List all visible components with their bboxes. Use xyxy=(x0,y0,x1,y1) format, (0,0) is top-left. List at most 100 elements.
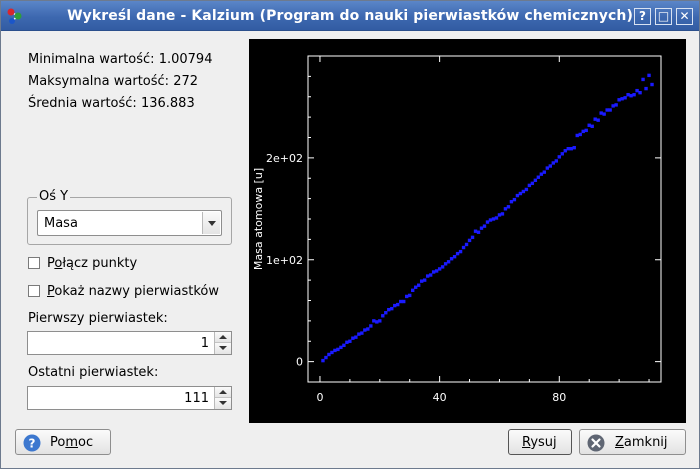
data-point xyxy=(590,124,594,128)
data-point xyxy=(626,93,630,97)
y-tick-label: 2e+02 xyxy=(266,152,303,165)
data-point xyxy=(581,129,585,134)
first-element-stepper[interactable] xyxy=(214,332,231,354)
data-point xyxy=(378,319,382,323)
data-point xyxy=(527,183,532,188)
chevron-down-icon[interactable] xyxy=(202,212,220,234)
min-value-label: Minimalna wartość: xyxy=(28,52,155,67)
data-point xyxy=(393,303,397,308)
data-point xyxy=(494,216,499,220)
data-point xyxy=(348,339,352,343)
data-point xyxy=(488,218,493,222)
last-element-stepper[interactable] xyxy=(214,387,231,409)
data-point xyxy=(638,90,642,95)
data-point xyxy=(372,319,376,323)
data-point xyxy=(419,279,424,283)
data-point xyxy=(387,307,391,312)
data-point xyxy=(437,267,442,271)
data-point xyxy=(548,164,553,168)
data-point xyxy=(602,112,606,116)
data-point xyxy=(422,278,427,282)
data-point xyxy=(566,147,570,151)
connect-points-checkbox[interactable] xyxy=(28,257,40,269)
data-point xyxy=(578,132,582,137)
data-point xyxy=(369,324,373,328)
avg-value: 136.883 xyxy=(140,96,195,111)
data-point xyxy=(339,345,343,350)
data-point xyxy=(351,336,355,340)
statistics-panel: Minimalna wartość: 1.00794 Maksymalna wa… xyxy=(28,53,212,119)
data-point xyxy=(632,93,636,97)
data-point xyxy=(491,217,496,221)
data-point xyxy=(482,224,487,228)
data-point xyxy=(408,293,412,298)
data-point xyxy=(336,347,340,352)
spin-up-icon[interactable] xyxy=(215,387,231,398)
data-point xyxy=(500,212,505,216)
data-point xyxy=(479,226,484,230)
help-button-label: Pomoc xyxy=(50,435,94,450)
data-point xyxy=(575,133,579,138)
data-point xyxy=(458,249,463,254)
data-point xyxy=(542,170,547,174)
draw-button-label: Rysuj xyxy=(522,435,557,450)
data-point xyxy=(321,358,325,363)
data-point xyxy=(599,111,603,115)
data-point xyxy=(608,108,612,112)
data-point xyxy=(533,178,538,182)
data-point xyxy=(485,220,490,224)
first-element-value[interactable]: 1 xyxy=(200,336,209,351)
help-button[interactable]: ? Pomoc xyxy=(15,429,111,455)
x-tick-label: 40 xyxy=(433,391,447,404)
max-value-label: Maksymalna wartość: xyxy=(28,74,170,89)
close-button[interactable]: Zamknij xyxy=(579,429,686,455)
data-point xyxy=(512,197,517,202)
close-window-icon[interactable]: ✕ xyxy=(676,8,693,25)
connect-points-label[interactable]: Połącz punkty xyxy=(47,256,138,271)
data-point xyxy=(506,205,511,209)
data-point xyxy=(629,94,633,98)
maximize-icon[interactable]: □ xyxy=(655,8,672,25)
data-point xyxy=(431,270,436,274)
data-point xyxy=(644,86,648,91)
show-names-label[interactable]: Pokaż nazwy pierwiastków xyxy=(47,284,219,299)
data-point xyxy=(461,245,466,250)
kalzium-app-icon xyxy=(7,8,22,24)
data-point xyxy=(413,285,418,289)
close-icon xyxy=(587,434,605,452)
data-point xyxy=(455,251,460,256)
data-point xyxy=(405,294,409,299)
spin-down-icon[interactable] xyxy=(215,398,231,409)
min-value-line: Minimalna wartość: 1.00794 xyxy=(28,53,212,75)
avg-value-label: Średnia wartość: xyxy=(28,96,137,111)
title-bar[interactable]: Wykreśl dane - Kalzium (Program do nauki… xyxy=(1,1,699,31)
y-axis-select[interactable]: Masa xyxy=(37,210,222,236)
data-point xyxy=(363,328,367,332)
data-point xyxy=(375,320,379,324)
y-axis-groupbox xyxy=(27,197,232,245)
data-point xyxy=(503,207,508,211)
data-point xyxy=(557,155,561,159)
data-point xyxy=(390,306,394,311)
data-point xyxy=(470,235,475,240)
data-point xyxy=(650,82,654,87)
y-axis-group-title: Oś Y xyxy=(37,189,71,204)
spin-up-icon[interactable] xyxy=(215,332,231,343)
spin-down-icon[interactable] xyxy=(215,343,231,354)
last-element-spinbox[interactable]: 111 xyxy=(27,386,232,410)
last-element-value[interactable]: 111 xyxy=(184,391,209,406)
window-title: Wykreśl dane - Kalzium (Program do nauki… xyxy=(67,8,633,24)
data-point xyxy=(449,257,454,261)
data-point xyxy=(333,348,337,353)
help-question-icon[interactable]: ? xyxy=(634,8,651,25)
data-point xyxy=(614,103,618,107)
first-element-spinbox[interactable]: 1 xyxy=(27,331,232,355)
data-point xyxy=(596,118,600,122)
draw-button[interactable]: Rysuj xyxy=(508,429,572,455)
data-point xyxy=(536,175,541,179)
data-point xyxy=(345,340,349,344)
show-names-checkbox[interactable] xyxy=(28,285,40,297)
data-point xyxy=(563,149,567,153)
